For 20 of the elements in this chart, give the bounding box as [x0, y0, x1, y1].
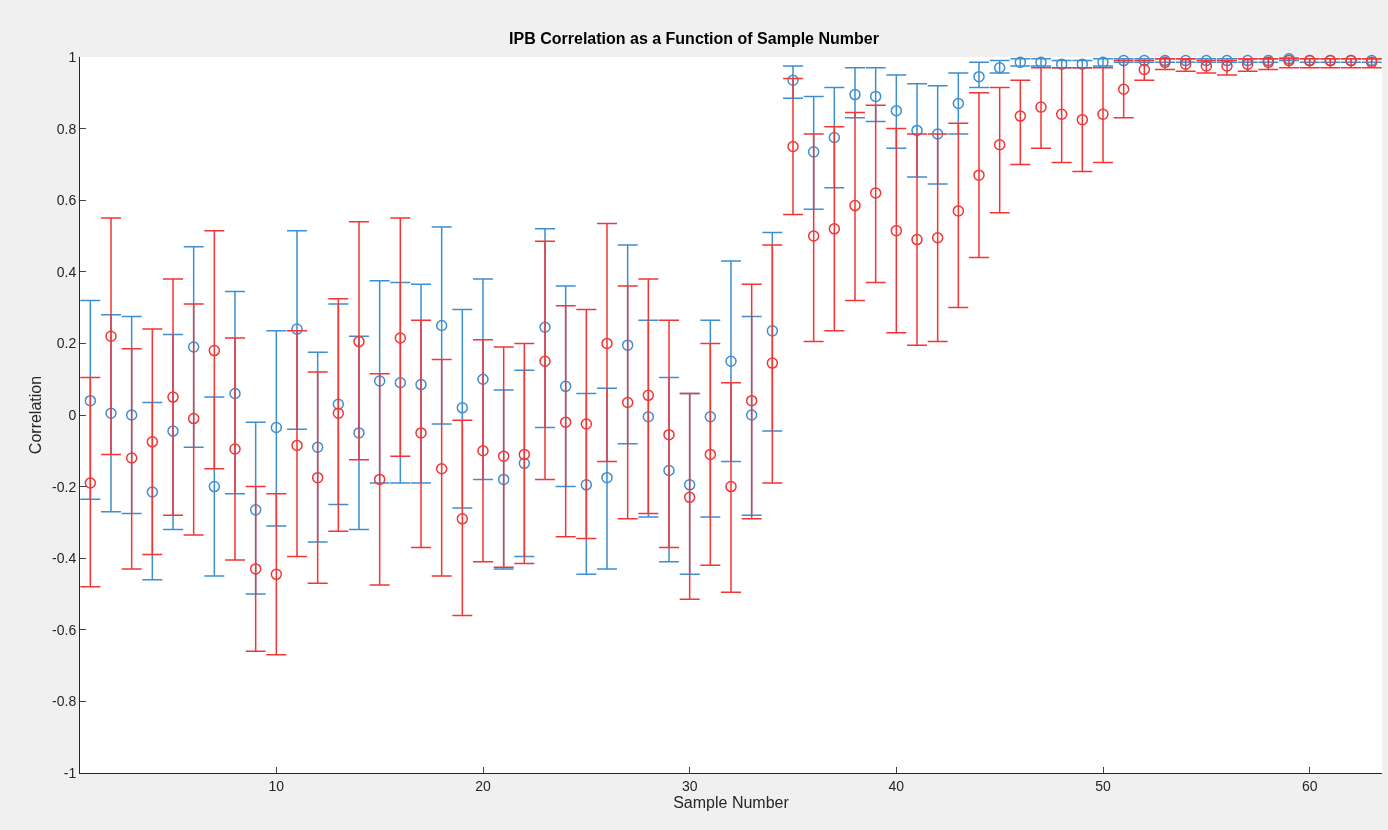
x-tick-label: 50: [1095, 777, 1111, 794]
y-tick-label: -1: [63, 764, 77, 781]
y-tick-label: 0.4: [56, 263, 77, 280]
y-tick-label: -0.6: [52, 621, 77, 638]
y-tick-label: 1: [68, 48, 77, 65]
chart-title: IPB Correlation as a Function of Sample Number: [509, 29, 879, 47]
x-axis-title: Sample Number: [673, 794, 790, 812]
y-tick-label: 0.6: [56, 192, 77, 209]
x-tick-label: 10: [268, 777, 285, 794]
x-tick-label: 40: [888, 777, 905, 794]
y-tick-label: 0.8: [56, 120, 77, 137]
y-axis-title: Correlation: [26, 375, 44, 455]
y-tick-label: -0.2: [52, 478, 77, 495]
y-tick-label: 0: [68, 406, 77, 423]
y-tick-label: -0.4: [52, 550, 77, 567]
x-tick-label: 20: [475, 777, 491, 794]
x-tick-label: 60: [1301, 777, 1318, 794]
y-tick-label: -0.8: [52, 693, 77, 710]
y-tick-label: 0.2: [56, 335, 77, 352]
x-tick-label: 30: [681, 777, 698, 794]
